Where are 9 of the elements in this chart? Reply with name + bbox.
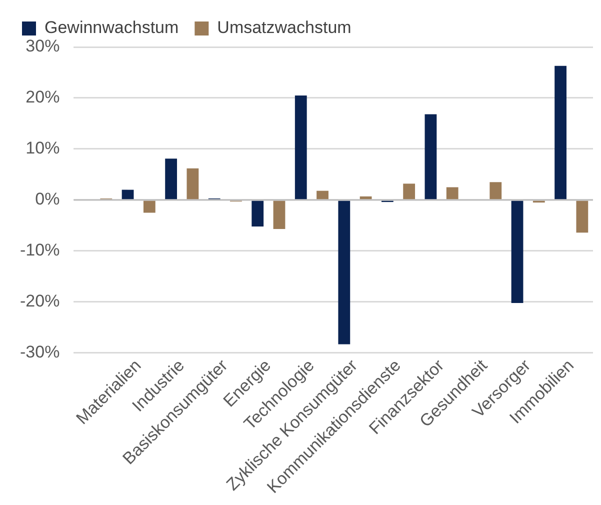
y-tick-label: 10% (26, 138, 60, 158)
y-tick-label: 0% (35, 190, 60, 209)
y-tick-label: 20% (26, 88, 60, 107)
legend-label: Gewinnwachstum (44, 18, 179, 38)
y-tick-label: -20% (20, 292, 60, 311)
y-tick-label: 30% (26, 36, 60, 56)
legend-label: Umsatzwachstum (217, 18, 352, 38)
y-tick-label: -10% (20, 240, 60, 260)
y-tick-label: -30% (20, 342, 60, 362)
